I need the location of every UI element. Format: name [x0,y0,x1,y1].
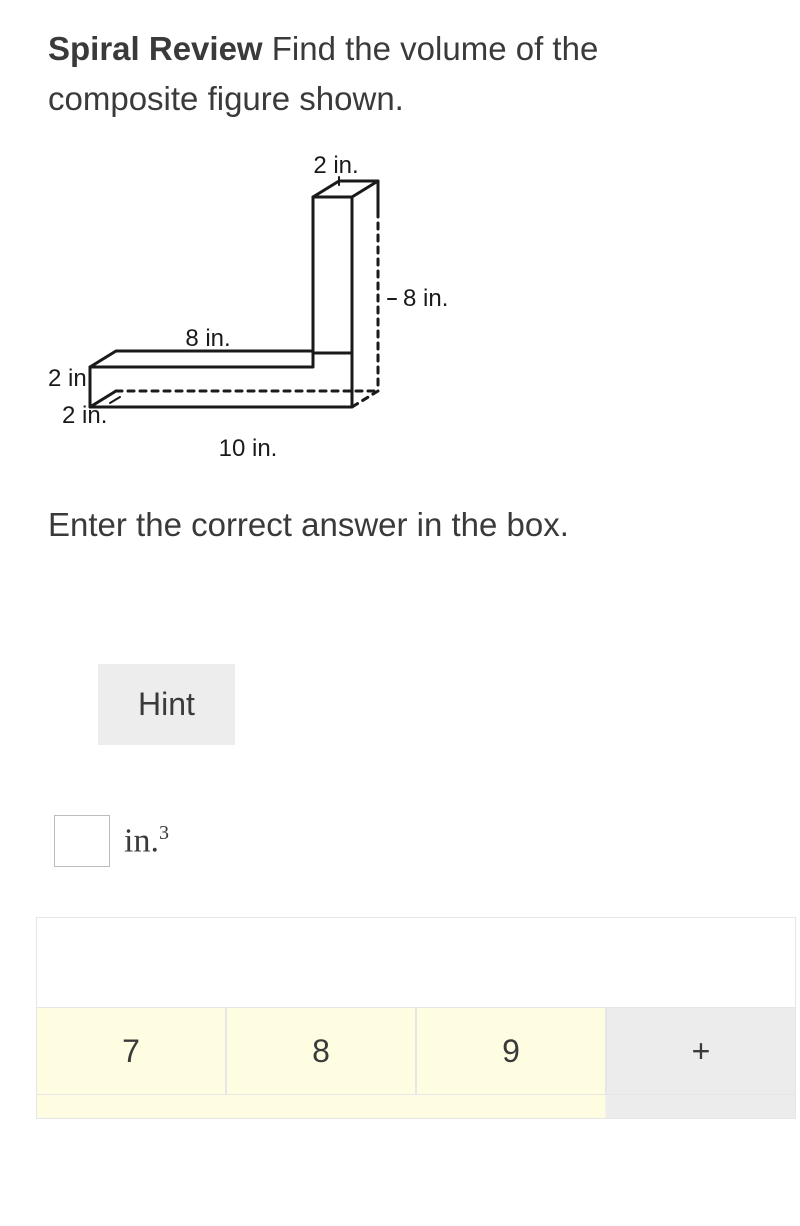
label-bottom: 10 in. [219,435,278,462]
key-9[interactable]: 9 [416,1007,606,1095]
question-prefix: Spiral Review [48,30,263,67]
label-right: 8 in. [403,285,448,312]
hint-button[interactable]: Hint [98,664,235,745]
unit-base: in. [124,822,159,859]
label-top: 2 in. [313,152,358,179]
label-left-top: 2 in. [48,365,93,392]
label-mid: 8 in. [185,325,230,352]
answer-input[interactable] [54,815,110,867]
composite-figure: 2 in. 8 in. 8 in. 2 in. 2 in. 10 in. [48,151,478,476]
key-8[interactable]: 8 [226,1007,416,1095]
key-7[interactable]: 7 [36,1007,226,1095]
question-text: Spiral Review Find the volume of the com… [48,24,752,123]
unit-exponent: 3 [159,822,169,844]
answer-prompt: Enter the correct answer in the box. [48,506,752,544]
keypad-display [36,917,796,1007]
keypad: 7 8 9 + [36,917,796,1119]
answer-row: in.3 [54,815,752,867]
keypad-next-row [36,1095,796,1119]
key-plus[interactable]: + [606,1007,796,1095]
answer-unit: in.3 [124,822,169,860]
